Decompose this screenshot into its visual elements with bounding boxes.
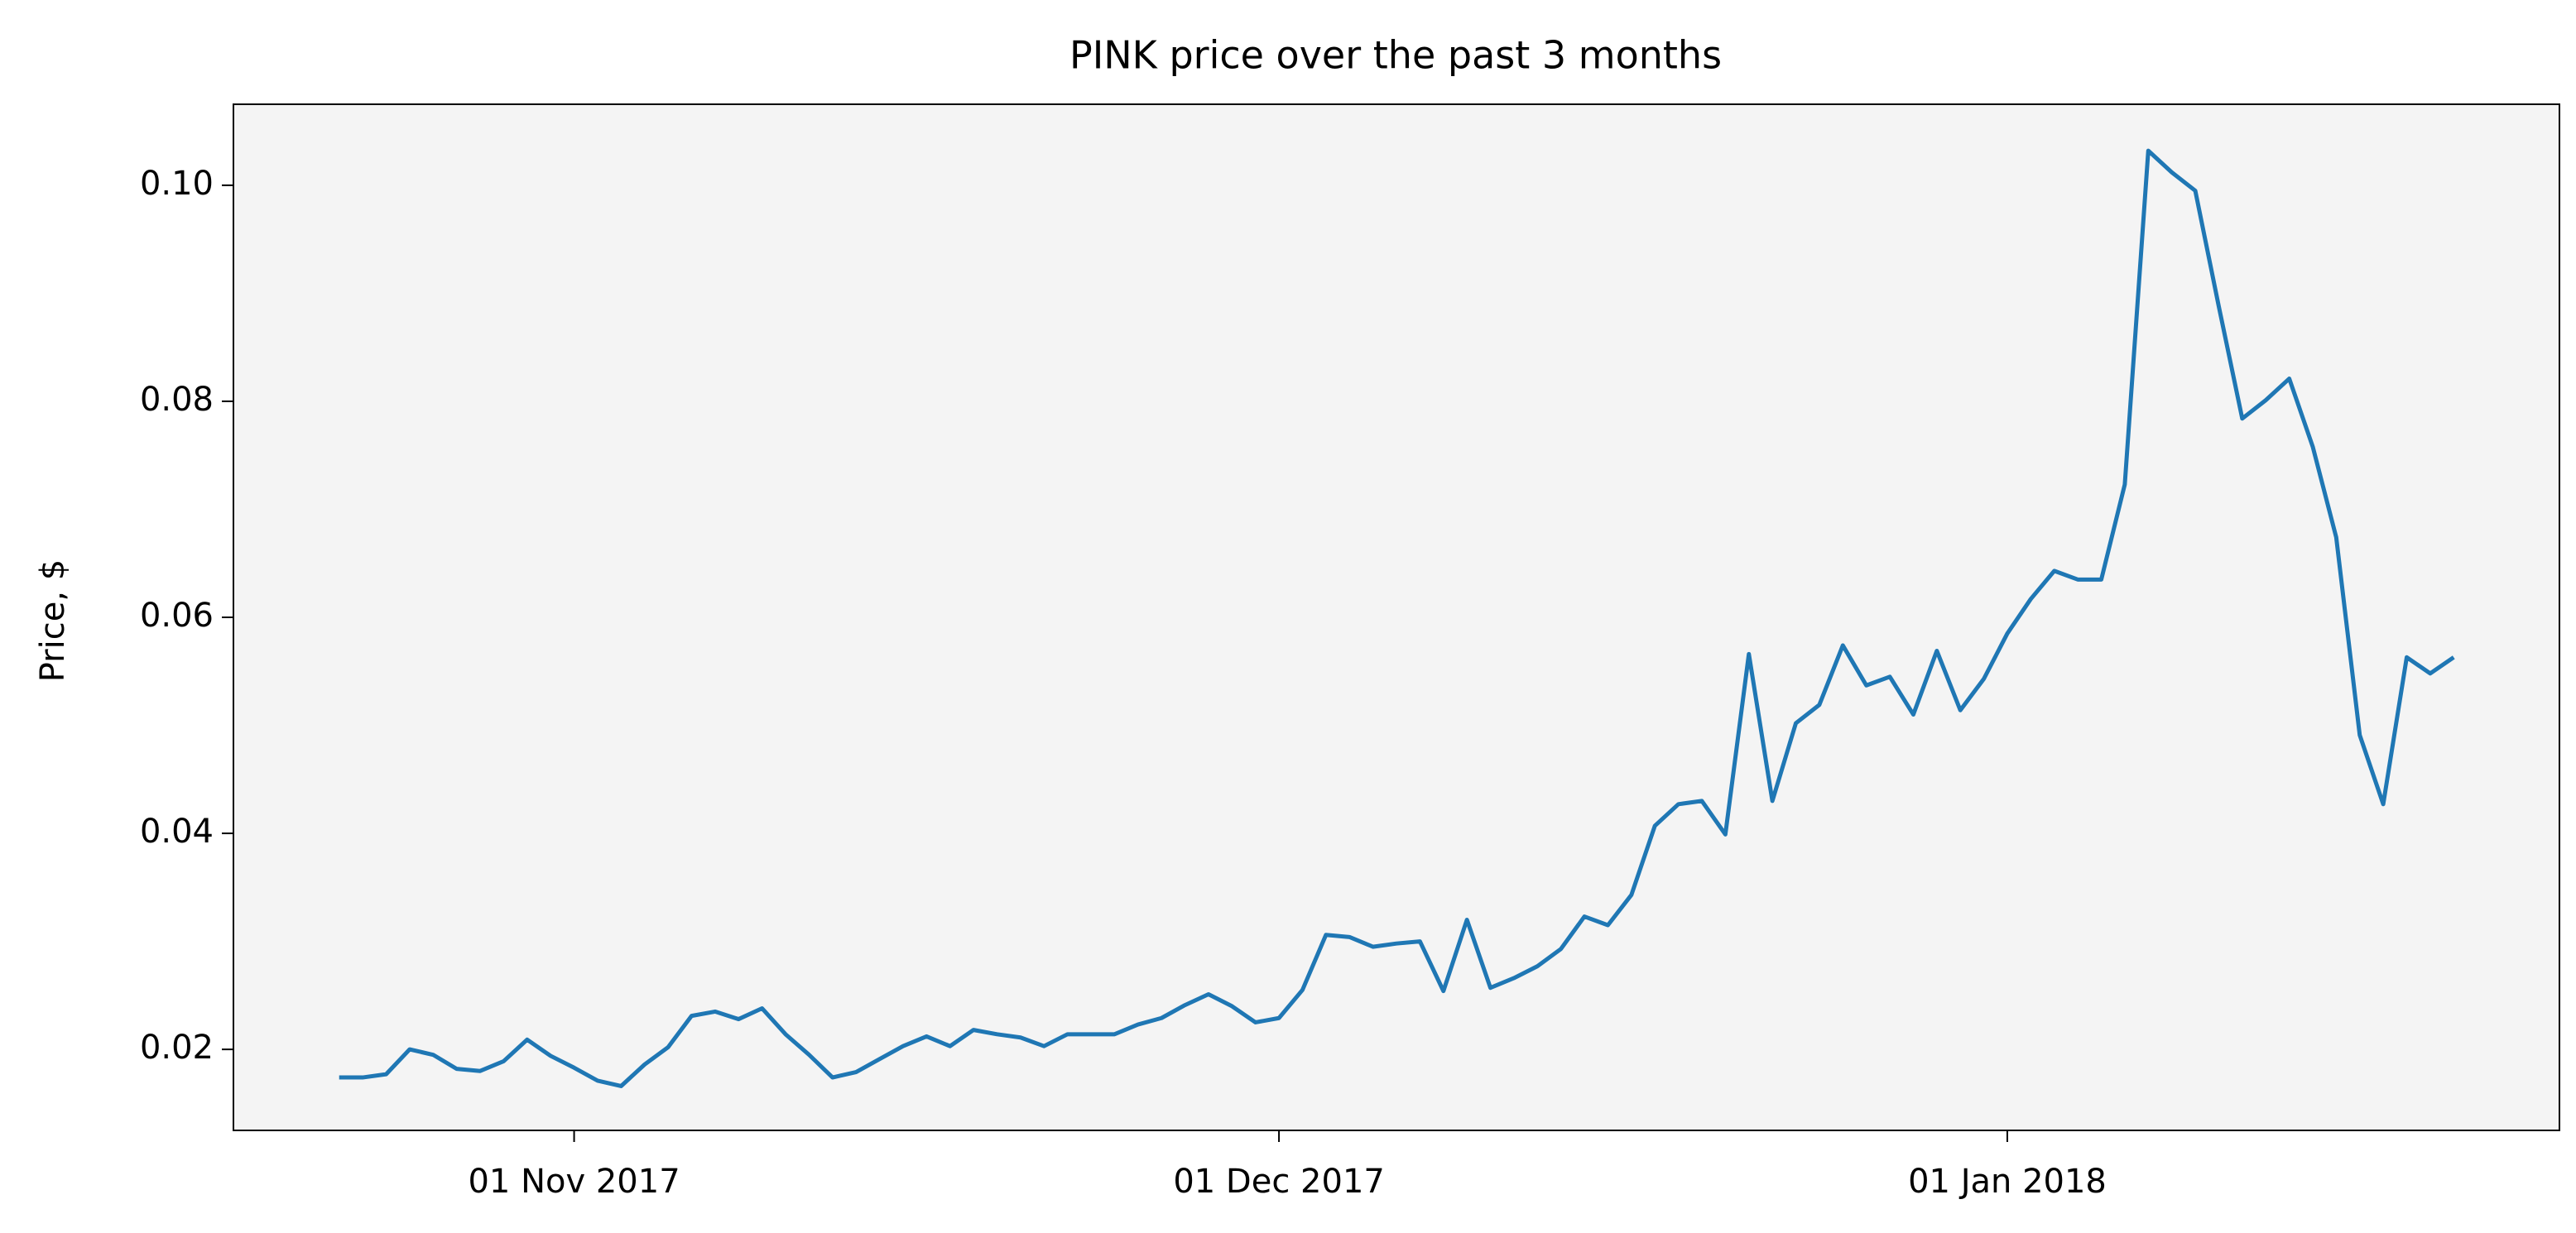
y-axis-label: Price, $ xyxy=(34,559,72,682)
y-tick-label: 0.10 xyxy=(140,165,214,203)
x-tick-label: 01 Dec 2017 xyxy=(1173,1163,1385,1201)
x-tick-label: 01 Jan 2018 xyxy=(1908,1163,2107,1201)
x-tick-label: 01 Nov 2017 xyxy=(468,1163,680,1201)
chart-title: PINK price over the past 3 months xyxy=(1069,33,1722,78)
plot-area xyxy=(233,104,2559,1130)
y-tick-label: 0.04 xyxy=(140,813,214,851)
price-line xyxy=(339,148,2455,1088)
axes-frame xyxy=(233,103,2560,1131)
y-tick-label: 0.02 xyxy=(140,1029,214,1067)
y-tick-label: 0.06 xyxy=(140,597,214,635)
y-tick-label: 0.08 xyxy=(140,381,214,419)
